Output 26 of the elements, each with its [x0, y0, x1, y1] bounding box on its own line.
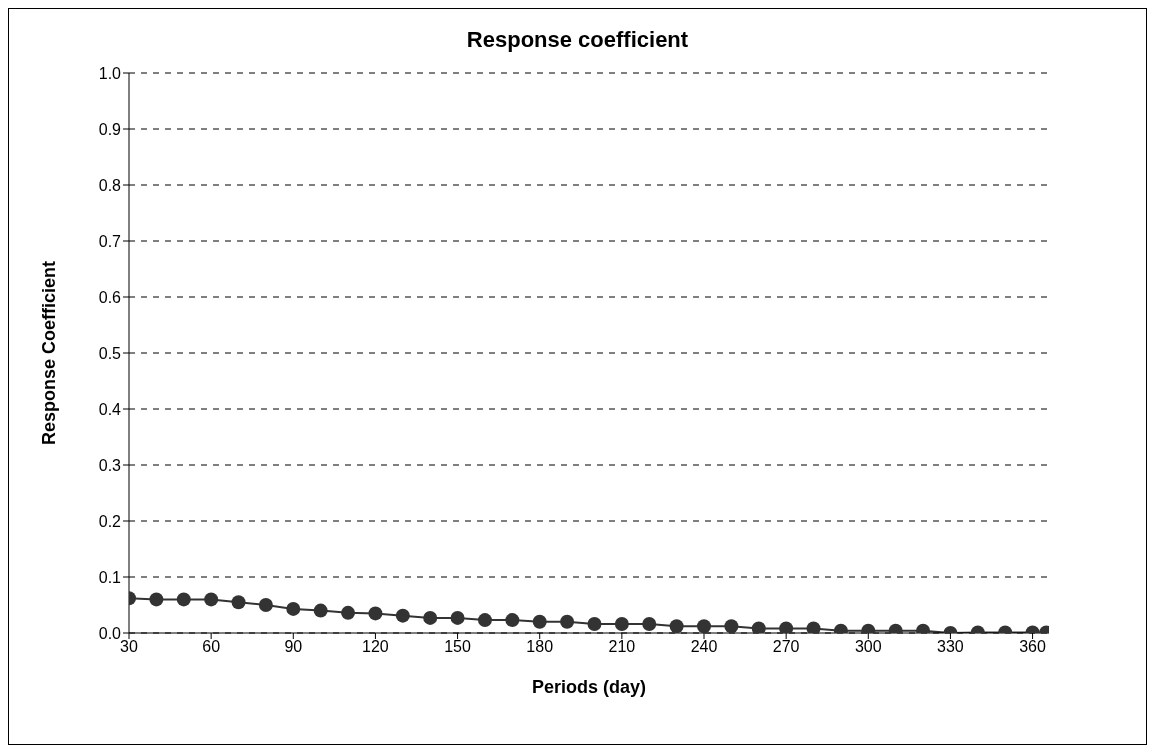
x-tick-label: 360: [1019, 638, 1047, 656]
x-tick-label: 60: [202, 638, 221, 656]
x-tick-label: 30: [120, 638, 138, 656]
x-tick-label: 330: [937, 638, 964, 656]
x-tick-label: 90: [284, 638, 303, 656]
chart-title: Response coefficient: [465, 26, 690, 54]
y-tick-label: 0.9: [98, 120, 122, 138]
x-tick-label: 300: [854, 638, 882, 656]
x-tick-label: 180: [526, 638, 554, 656]
x-tick-label: 240: [690, 638, 718, 656]
y-tick-label: 0.7: [98, 232, 122, 250]
y-tick-label: 0.3: [98, 456, 122, 474]
y-tick-label: 0.8: [98, 176, 122, 194]
y-tick-label: 0.2: [98, 512, 122, 530]
y-tick-label: 0.5: [98, 344, 122, 362]
y-tick-label: 1.0: [98, 64, 122, 82]
x-tick-label: 210: [608, 638, 636, 656]
y-tick-label: 0.0: [98, 624, 122, 642]
y-tick-label: 0.1: [98, 568, 122, 586]
y-axis-title: Response Coefficient: [39, 260, 60, 446]
x-tick-label: 270: [772, 638, 800, 656]
x-axis-title: Periods (day): [531, 677, 647, 697]
x-tick-label: 120: [362, 638, 389, 656]
y-tick-label: 0.4: [98, 400, 122, 418]
x-tick-label: 150: [444, 638, 472, 656]
y-tick-label: 0.6: [98, 288, 122, 306]
